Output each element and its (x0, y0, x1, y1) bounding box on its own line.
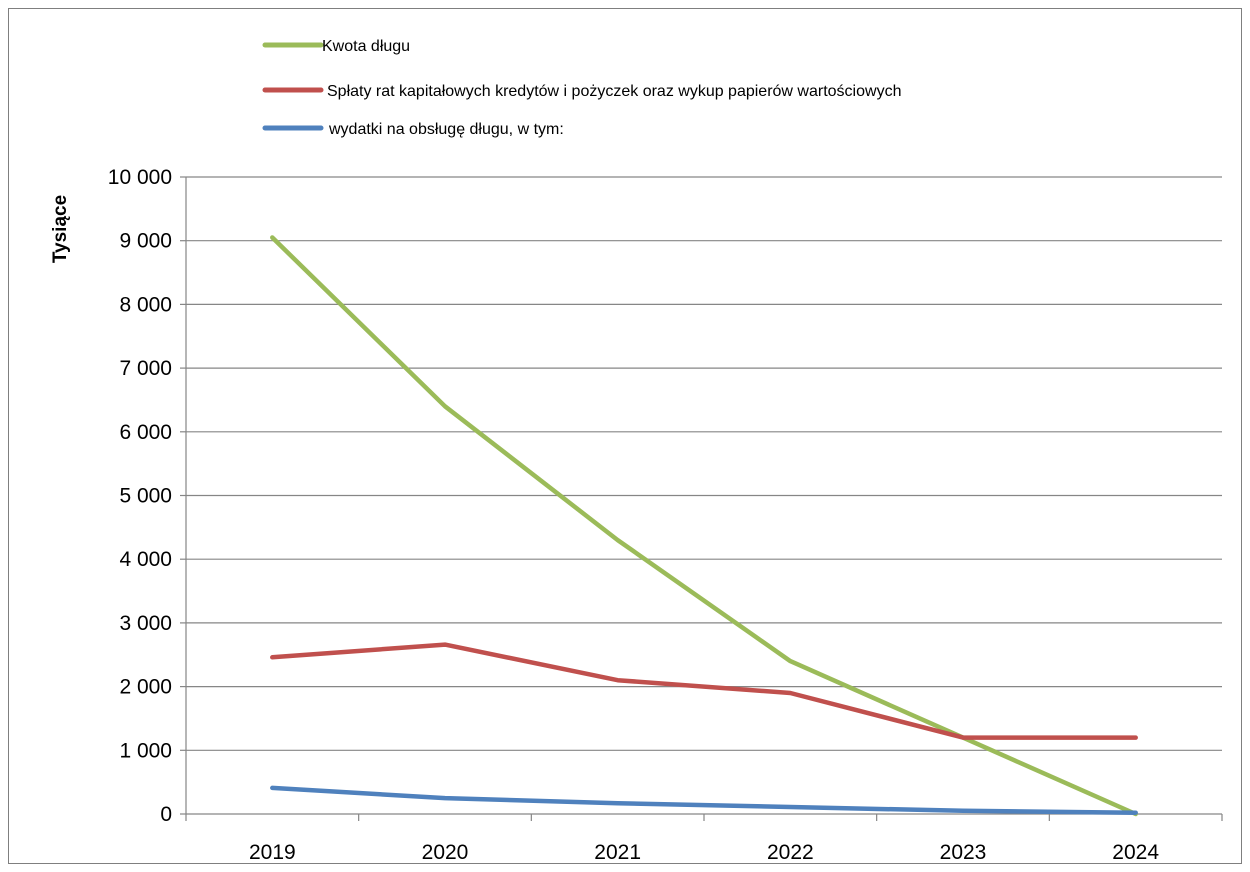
y-tick-label: 7 000 (119, 357, 172, 380)
y-tick-label: 4 000 (119, 548, 172, 571)
y-tick-label: 9 000 (119, 230, 172, 253)
legend: Kwota długu Spłaty rat kapitałowych kredy… (262, 38, 901, 138)
axes (180, 176, 1223, 821)
legend-label: Spłaty rat kapitałowych kredytów i pożyc… (327, 83, 901, 100)
series-line-1 (270, 235, 1138, 817)
series-lines (270, 235, 1138, 817)
x-tick-label: 2024 (1112, 841, 1159, 863)
x-tick-label: 2023 (940, 841, 987, 863)
y-tick-label: 1 000 (119, 739, 172, 762)
y-tick-label: 10 000 (108, 166, 172, 189)
y-tick-labels: 0 1 000 2 000 3 000 4 000 5 000 6 000 7 000 8 00… (108, 166, 172, 826)
series-line-2 (270, 642, 1138, 740)
x-tick-label: 2022 (767, 841, 814, 863)
y-tick-label: 2 000 (119, 676, 172, 699)
y-tick-label: 6 000 (119, 421, 172, 444)
x-tick-label: 2019 (249, 841, 296, 863)
y-tick-label: 5 000 (119, 485, 172, 508)
series-line-3 (270, 785, 1138, 815)
grid-lines (186, 176, 1222, 751)
y-tick-label: 8 000 (119, 293, 172, 316)
x-tick-label: 2020 (422, 841, 469, 863)
x-tick-label: 2021 (594, 841, 641, 863)
y-axis-title: Tysiące (50, 195, 71, 263)
y-tick-label: 3 000 (119, 612, 172, 635)
chart-frame: 0 1 000 2 000 3 000 4 000 5 000 6 000 7 000 8 00… (8, 8, 1242, 864)
line-chart: 0 1 000 2 000 3 000 4 000 5 000 6 000 7 000 8 00… (50, 38, 1223, 863)
x-tick-labels: 2019 2020 2021 2022 2023 2024 (249, 841, 1159, 863)
legend-label: wydatki na obsługę długu, w tym: (328, 121, 564, 138)
legend-label: Kwota długu (322, 38, 410, 55)
y-tick-label: 0 (160, 803, 172, 826)
